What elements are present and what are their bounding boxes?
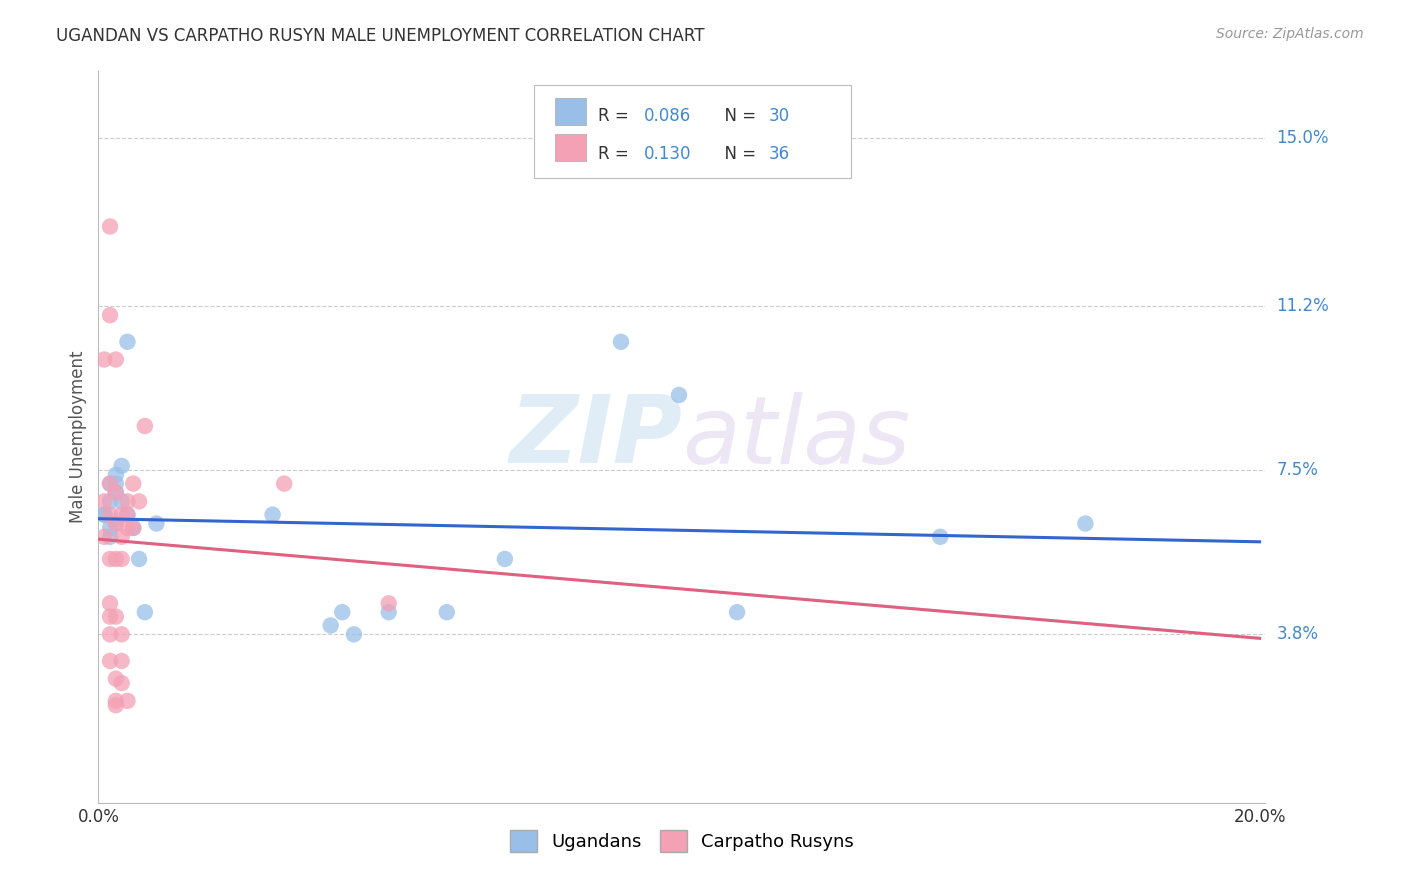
Point [725,605,748,619]
Point [104,485,127,500]
Point [111,676,134,690]
Point [111,494,134,508]
Point [343,627,366,641]
Point [98,521,121,535]
Point [377,605,399,619]
Point [122,521,145,535]
Point [111,654,134,668]
Point [104,609,127,624]
Point [610,334,633,349]
Point [134,605,156,619]
Point [111,552,134,566]
Point [1074,516,1097,531]
Point [98,308,121,322]
Point [111,508,134,522]
Point [330,605,353,619]
Point [377,596,399,610]
Text: 30: 30 [769,107,790,125]
Point [668,388,690,402]
Point [93,530,115,544]
Point [104,476,127,491]
Point [262,508,284,522]
Point [128,494,150,508]
Point [128,552,150,566]
Text: Source: ZipAtlas.com: Source: ZipAtlas.com [1216,27,1364,41]
Point [117,508,139,522]
Text: R =: R = [598,107,634,125]
Point [104,467,127,482]
Point [104,698,127,713]
Point [134,419,156,434]
Point [494,552,516,566]
Point [117,521,139,535]
Point [104,352,127,367]
Text: N =: N = [714,107,762,125]
Point [98,596,121,610]
Point [111,530,134,544]
Point [98,530,121,544]
Legend: Ugandans, Carpatho Rusyns: Ugandans, Carpatho Rusyns [502,823,862,860]
Text: UGANDAN VS CARPATHO RUSYN MALE UNEMPLOYMENT CORRELATION CHART: UGANDAN VS CARPATHO RUSYN MALE UNEMPLOYM… [56,27,704,45]
Point [117,334,139,349]
Point [98,476,121,491]
Text: ZIP: ZIP [509,391,682,483]
Point [93,494,115,508]
Point [98,627,121,641]
Point [104,485,127,500]
Point [117,508,139,522]
Point [319,618,342,632]
Point [273,476,295,491]
Point [122,521,145,535]
Point [93,508,115,522]
Text: atlas: atlas [682,392,910,483]
Point [104,672,127,686]
Point [98,654,121,668]
Text: 0.086: 0.086 [644,107,692,125]
Point [122,476,145,491]
Point [98,609,121,624]
Text: 7.5%: 7.5% [1277,461,1319,479]
Y-axis label: Male Unemployment: Male Unemployment [69,351,87,524]
Text: 0.130: 0.130 [644,145,692,163]
Point [98,508,121,522]
Point [111,458,134,473]
Point [117,694,139,708]
Point [104,516,127,531]
Text: 36: 36 [769,145,790,163]
Point [98,476,121,491]
Point [145,516,167,531]
Point [93,352,115,367]
Point [104,516,127,531]
Point [98,494,121,508]
Point [436,605,458,619]
Point [104,694,127,708]
Point [98,219,121,234]
Point [111,627,134,641]
Text: 11.2%: 11.2% [1277,297,1329,315]
Point [104,552,127,566]
Text: N =: N = [714,145,762,163]
Point [117,494,139,508]
Text: R =: R = [598,145,634,163]
Point [93,508,115,522]
Point [98,552,121,566]
Text: 15.0%: 15.0% [1277,128,1329,147]
Point [929,530,952,544]
Text: 3.8%: 3.8% [1277,625,1319,643]
